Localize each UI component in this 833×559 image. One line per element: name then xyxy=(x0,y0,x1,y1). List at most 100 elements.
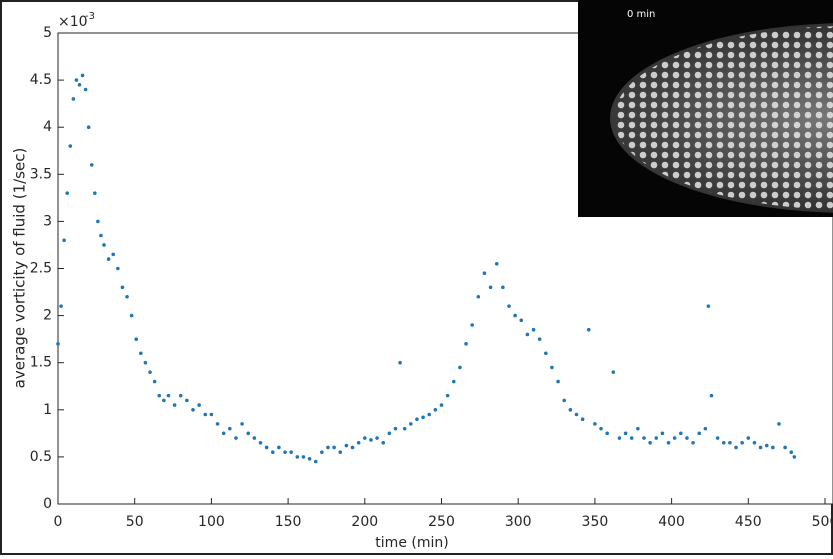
point xyxy=(605,431,609,436)
point xyxy=(99,233,103,238)
y-tick-label: 1.5 xyxy=(30,355,52,371)
point xyxy=(458,365,462,370)
point xyxy=(445,393,450,398)
point xyxy=(439,403,444,407)
y-tick-label: 0.5 xyxy=(30,449,52,465)
point xyxy=(654,436,659,440)
point xyxy=(152,379,157,384)
y-axis-label: average vorticity of fluid (1/sec) xyxy=(11,148,29,389)
point xyxy=(326,445,330,450)
x-tick-label: 0 xyxy=(54,514,63,530)
inset-label: 0 min xyxy=(627,9,655,20)
point xyxy=(148,370,152,374)
point xyxy=(501,285,505,290)
point xyxy=(234,436,238,440)
point xyxy=(537,337,542,341)
point xyxy=(215,422,220,426)
point xyxy=(728,440,732,445)
point xyxy=(166,393,171,398)
point xyxy=(746,436,751,440)
point xyxy=(476,294,481,299)
x-tick-label: 300 xyxy=(505,514,532,530)
point xyxy=(470,323,474,327)
point xyxy=(482,271,487,276)
point xyxy=(320,450,324,454)
point xyxy=(356,440,361,445)
point xyxy=(369,438,373,442)
point xyxy=(338,450,343,454)
y-tick-label: 4 xyxy=(43,119,52,135)
x-tick-label: 350 xyxy=(582,514,609,530)
point xyxy=(721,440,726,445)
point xyxy=(246,431,251,436)
x-axis-label: time (min) xyxy=(375,535,448,551)
point xyxy=(111,252,116,257)
point xyxy=(157,393,162,398)
x-tick-label: 50 xyxy=(126,514,144,530)
point xyxy=(116,266,120,271)
point xyxy=(289,450,293,454)
y-exponent-base: ×10 xyxy=(58,14,88,30)
point xyxy=(106,257,111,261)
point xyxy=(580,417,585,422)
point xyxy=(666,440,671,445)
point xyxy=(68,144,73,148)
point xyxy=(421,415,425,420)
point xyxy=(203,412,208,417)
point xyxy=(80,73,85,78)
point xyxy=(679,431,683,436)
point xyxy=(783,445,787,450)
point xyxy=(402,426,407,431)
point xyxy=(706,304,711,308)
point xyxy=(393,426,398,431)
point xyxy=(574,412,579,417)
point xyxy=(409,422,413,426)
point xyxy=(240,422,244,426)
point xyxy=(544,351,548,356)
point xyxy=(398,360,402,365)
point xyxy=(531,327,536,332)
marks xyxy=(56,73,797,464)
y-tick-label: 3 xyxy=(43,213,52,229)
y-tick-label: 2.5 xyxy=(30,261,52,277)
point xyxy=(513,313,517,318)
point xyxy=(162,398,166,403)
point xyxy=(258,440,263,445)
y-tick-label: 5 xyxy=(43,25,52,41)
point xyxy=(74,78,79,82)
point xyxy=(519,318,524,323)
point xyxy=(221,431,226,436)
point xyxy=(715,436,720,440)
point xyxy=(178,393,183,398)
point xyxy=(427,412,432,417)
point xyxy=(307,456,312,461)
point xyxy=(172,403,177,407)
point xyxy=(734,445,738,450)
point xyxy=(252,436,257,440)
x-tick-label: 400 xyxy=(658,514,685,530)
point xyxy=(611,370,616,374)
point xyxy=(83,87,88,92)
y-tick-label: 3.5 xyxy=(30,166,52,182)
x-tick-label: 450 xyxy=(735,514,762,530)
point xyxy=(143,360,148,365)
y-tick-label: 4.5 xyxy=(30,72,52,88)
point xyxy=(71,97,76,101)
point xyxy=(691,440,695,445)
point xyxy=(125,294,129,299)
point xyxy=(93,191,97,195)
point xyxy=(129,313,134,318)
point xyxy=(89,163,94,167)
point xyxy=(709,393,714,398)
point xyxy=(134,337,139,341)
point xyxy=(525,332,530,337)
point xyxy=(672,436,677,440)
point xyxy=(139,351,143,356)
point xyxy=(295,455,300,459)
point xyxy=(65,191,70,195)
point xyxy=(550,365,554,370)
point xyxy=(185,398,189,403)
point xyxy=(313,459,318,464)
point xyxy=(629,436,634,440)
point xyxy=(270,450,275,454)
